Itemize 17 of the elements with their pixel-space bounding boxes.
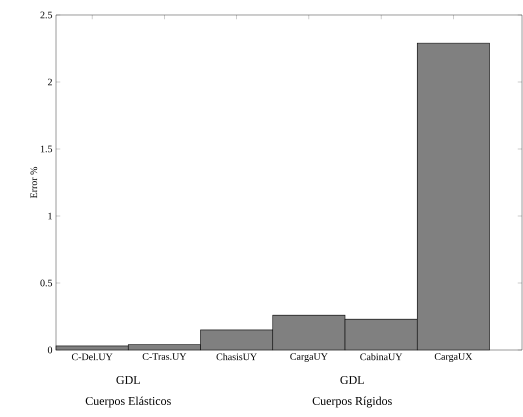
x-tick-label: C-Tras.UY: [142, 353, 186, 360]
text: Cuerpos Elásticos: [86, 396, 171, 408]
y-tick-label: 2.5: [40, 12, 52, 18]
x-tick-label: CabinaUY: [360, 353, 402, 360]
x-tick-label: CargaUY: [290, 353, 328, 362]
text: Cuerpos Rígidos: [312, 396, 392, 408]
y-tick-label: 1.5: [40, 146, 52, 152]
y-tick-label: 1: [48, 212, 52, 220]
y-tick-label: 0.5: [40, 280, 52, 286]
x-tick-label: CargaUX: [434, 353, 472, 362]
x-tick-label: ChasisUY: [216, 353, 257, 360]
y-tick-label: 2: [48, 78, 52, 86]
x-tick-label: C-Del.UY: [72, 353, 112, 360]
text: GDL: [116, 376, 140, 384]
y-axis-title: Error %: [30, 166, 38, 198]
text: GDL: [340, 376, 364, 384]
y-tick-label: 0: [48, 346, 52, 354]
